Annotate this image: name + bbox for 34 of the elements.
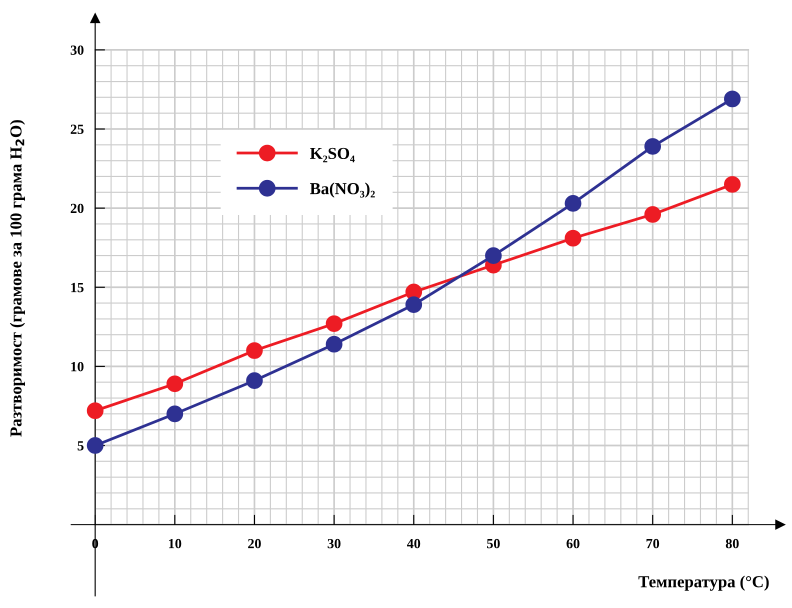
point	[166, 406, 184, 422]
point	[86, 437, 104, 454]
y-tick-label: 5	[78, 441, 84, 450]
point	[724, 176, 741, 193]
x-tick-label: 40	[407, 538, 420, 548]
y-tick-label: 10	[71, 362, 84, 372]
point	[405, 296, 422, 313]
point	[166, 375, 184, 392]
y-tick-label: 20	[70, 204, 84, 214]
x-axis-title: Температура (°C)	[638, 576, 769, 591]
x-tick-label: 20	[248, 538, 261, 548]
y-tick-label: 15	[71, 282, 84, 292]
legend-label: K₂SO₄	[310, 148, 355, 162]
point	[326, 315, 342, 332]
point	[644, 206, 662, 223]
y-tick-label: 30	[70, 45, 84, 55]
point	[86, 402, 104, 420]
y-tick-label: 25	[70, 124, 84, 134]
x-tick-label: 10	[168, 538, 182, 548]
x-tick-label: 30	[328, 538, 341, 548]
x-tick-label: 60	[566, 538, 580, 548]
point	[246, 372, 263, 389]
point	[485, 247, 502, 264]
point	[644, 138, 662, 155]
x-tick-label: 50	[487, 538, 500, 548]
x-tick-label: 80	[726, 538, 739, 548]
point	[724, 90, 741, 108]
y-axis-title: Разтворимост (грамове за 100 грама H$_{2}$O)	[10, 120, 25, 437]
legend-label: Ba(NO₃)₂	[310, 182, 375, 198]
point	[326, 336, 342, 353]
point	[564, 230, 582, 247]
point	[564, 195, 582, 212]
x-tick-label: 70	[646, 538, 660, 548]
point	[246, 342, 263, 359]
